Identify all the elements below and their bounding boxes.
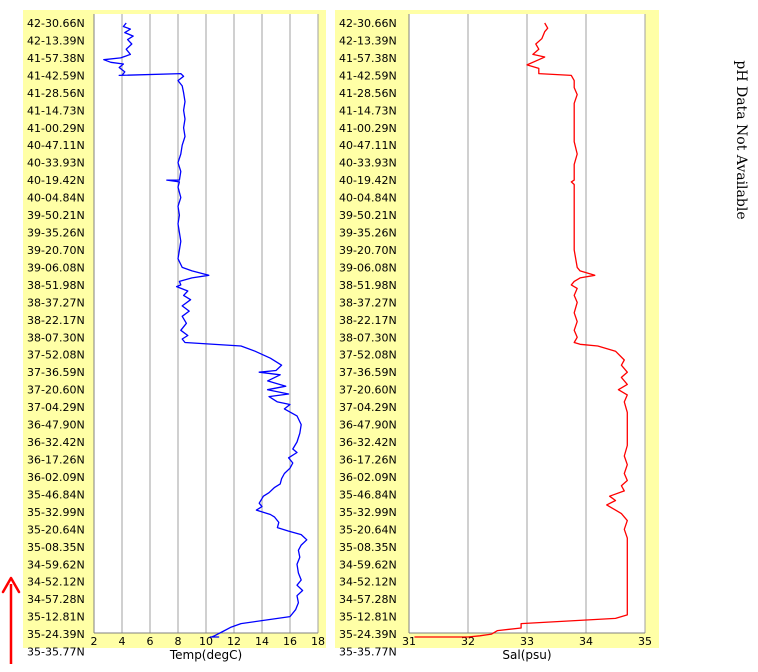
y-tick-label: 41-00.29N (27, 122, 85, 135)
y-tick-label: 39-50.21N (339, 209, 397, 222)
y-tick-label: 40-04.84N (27, 192, 85, 205)
y-tick-label: 36-02.09N (339, 471, 397, 484)
y-tick-label: 41-00.29N (339, 122, 397, 135)
arrow-head (1, 576, 21, 594)
y-tick-label: 35-12.81N (27, 611, 85, 624)
y-tick-label: 39-06.08N (27, 261, 85, 274)
y-tick-label: 35-46.84N (339, 488, 397, 501)
y-tick-label: 40-33.93N (27, 157, 85, 170)
y-tick-label: 37-04.29N (339, 401, 397, 414)
x-tick-label: 10 (199, 635, 213, 648)
y-tick-label: 39-06.08N (339, 261, 397, 274)
y-tick-label: 36-32.42N (27, 436, 85, 449)
x-tick-label: 14 (255, 635, 269, 648)
ph-note: pH Data Not Available (733, 60, 749, 219)
y-tick-label: 37-52.08N (27, 349, 85, 362)
y-tick-label: 36-17.26N (27, 454, 85, 467)
direction-arrow-icon (1, 576, 21, 664)
y-tick-label: 41-57.38N (27, 52, 85, 65)
y-tick-label: 35-32.99N (27, 506, 85, 519)
y-tick-label: 41-57.38N (339, 52, 397, 65)
y-tick-label: 34-57.28N (27, 593, 85, 606)
x-tick-label: 33 (520, 635, 534, 648)
y-tick-label: 36-02.09N (27, 471, 85, 484)
y-tick-label: 35-24.39N (339, 628, 397, 641)
x-tick-label: 18 (311, 635, 325, 648)
y-tick-label: 38-22.17N (27, 314, 85, 327)
y-tick-label: 42-30.66N (27, 17, 85, 30)
data-series-line (103, 22, 308, 638)
y-tick-label: 40-19.42N (27, 174, 85, 187)
y-tick-label: 39-20.70N (339, 244, 397, 257)
y-tick-label: 34-52.12N (27, 576, 85, 589)
x-tick-label: 2 (91, 635, 98, 648)
y-tick-label: 37-52.08N (339, 349, 397, 362)
y-tick-label: 38-07.30N (339, 331, 397, 344)
y-tick-label: 39-35.26N (27, 227, 85, 240)
y-tick-label: 41-28.56N (339, 87, 397, 100)
y-tick-label: 35-35.77N (27, 646, 85, 659)
data-series-line (414, 22, 628, 638)
y-tick-label: 36-17.26N (339, 454, 397, 467)
x-tick-label: 32 (461, 635, 475, 648)
y-tick-label: 38-51.98N (27, 279, 85, 292)
y-tick-label: 41-28.56N (27, 87, 85, 100)
temp-panel: 42-30.66N 42-13.39N 41-57.38N 41-42.59N 41-2… (23, 10, 326, 662)
y-tick-label: 42-13.39N (27, 34, 85, 47)
y-tick-label: 35-08.35N (339, 541, 397, 554)
y-tick-label: 40-47.11N (339, 139, 397, 152)
y-tick-label: 35-24.39N (27, 628, 85, 641)
y-tick-label: 42-13.39N (339, 34, 397, 47)
y-tick-label: 35-12.81N (339, 611, 397, 624)
x-tick-label: 31 (402, 635, 416, 648)
x-tick-label: 8 (175, 635, 182, 648)
y-tick-label: 36-47.90N (27, 419, 85, 432)
y-tick-label: 37-20.60N (339, 384, 397, 397)
y-tick-label: 35-20.64N (339, 523, 397, 536)
y-tick-label: 36-32.42N (339, 436, 397, 449)
y-tick-label: 40-47.11N (27, 139, 85, 152)
y-tick-label: 37-36.59N (339, 366, 397, 379)
y-tick-label: 42-30.66N (339, 17, 397, 30)
x-tick-label: 4 (119, 635, 126, 648)
y-tick-label: 35-20.64N (27, 523, 85, 536)
y-tick-label: 36-47.90N (339, 419, 397, 432)
y-tick-label: 37-20.60N (27, 384, 85, 397)
y-tick-label: 41-42.59N (27, 69, 85, 82)
y-tick-label: 35-08.35N (27, 541, 85, 554)
y-tick-label: 40-33.93N (339, 157, 397, 170)
x-tick-label: 34 (579, 635, 593, 648)
y-tick-label: 34-57.28N (339, 593, 397, 606)
x-axis-label: Temp(degC) (169, 648, 242, 662)
y-tick-label: 41-14.73N (27, 104, 85, 117)
y-tick-label: 38-22.17N (339, 314, 397, 327)
x-axis-label: Sal(psu) (502, 648, 551, 662)
y-tick-label: 39-35.26N (339, 227, 397, 240)
y-tick-label: 38-51.98N (339, 279, 397, 292)
y-tick-label: 41-42.59N (339, 69, 397, 82)
y-tick-label: 35-35.77N (339, 646, 397, 659)
y-tick-label: 40-04.84N (339, 192, 397, 205)
y-tick-label: 37-04.29N (27, 401, 85, 414)
y-tick-label: 35-32.99N (339, 506, 397, 519)
x-tick-label: 12 (227, 635, 241, 648)
y-tick-label: 34-52.12N (339, 576, 397, 589)
y-tick-label: 34-59.62N (339, 558, 397, 571)
y-tick-label: 41-14.73N (339, 104, 397, 117)
y-tick-label: 38-07.30N (27, 331, 85, 344)
y-tick-label: 39-50.21N (27, 209, 85, 222)
salinity-panel: 42-30.66N 42-13.39N 41-57.38N 41-42.59N 41-2… (335, 10, 659, 662)
y-tick-label: 34-59.62N (27, 558, 85, 571)
x-tick-label: 35 (638, 635, 652, 648)
y-tick-label: 35-46.84N (27, 488, 85, 501)
x-tick-label: 6 (147, 635, 154, 648)
y-tick-label: 39-20.70N (27, 244, 85, 257)
y-tick-label: 40-19.42N (339, 174, 397, 187)
y-tick-label: 38-37.27N (27, 296, 85, 309)
y-tick-label: 37-36.59N (27, 366, 85, 379)
x-tick-label: 16 (283, 635, 297, 648)
y-tick-label: 38-37.27N (339, 296, 397, 309)
